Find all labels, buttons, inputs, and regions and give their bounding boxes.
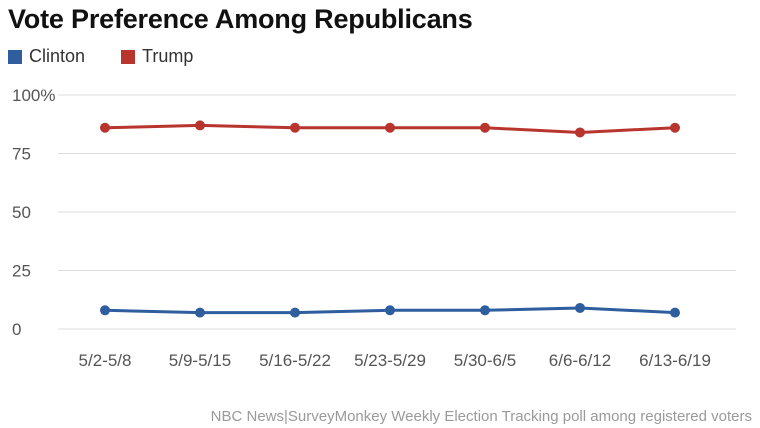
series-lines: [100, 120, 680, 318]
data-point-trump: [575, 127, 585, 138]
x-tick-label: 6/13-6/19: [639, 351, 711, 370]
data-point-clinton: [290, 307, 300, 318]
data-point-trump: [195, 120, 205, 131]
y-tick-label: 25: [12, 262, 31, 281]
legend-swatch-clinton: [8, 49, 22, 64]
data-point-trump: [670, 122, 680, 133]
legend-swatch-trump: [121, 49, 136, 64]
data-point-clinton: [575, 302, 585, 313]
data-point-clinton: [195, 307, 205, 318]
y-tick-label: 0: [12, 320, 21, 339]
x-tick-label: 5/23-5/29: [354, 351, 426, 370]
data-point-trump: [100, 122, 110, 133]
data-point-clinton: [480, 305, 490, 316]
x-axis-ticks: 5/2-5/8 5/9-5/15 5/16-5/22 5/23-5/29 5/30-6/…: [79, 351, 711, 370]
x-tick-label: 5/30-6/5: [454, 351, 516, 370]
x-tick-label: 5/9-5/15: [169, 351, 231, 370]
source-note: NBC News|SurveyMonkey Weekly Election Tr…: [210, 408, 752, 425]
x-tick-label: 6/6-6/12: [549, 351, 611, 370]
data-point-trump: [480, 122, 490, 133]
legend-item-clinton: Clinton: [8, 46, 85, 67]
data-point-clinton: [670, 307, 680, 318]
data-point-trump: [290, 122, 300, 133]
y-tick-label: 75: [12, 145, 31, 164]
x-tick-label: 5/2-5/8: [79, 351, 132, 370]
legend-label-clinton: Clinton: [29, 46, 86, 66]
y-axis-ticks: 0 25 50 75 100%: [12, 86, 55, 339]
data-point-clinton: [100, 305, 110, 316]
y-tick-label: 100%: [12, 86, 55, 105]
legend-item-trump: Trump: [121, 46, 193, 67]
legend-label-trump: Trump: [142, 46, 194, 66]
data-point-clinton: [385, 305, 395, 316]
gridlines: [58, 94, 736, 330]
legend: Clinton Trump: [8, 46, 229, 67]
y-tick-label: 50: [12, 203, 31, 222]
x-tick-label: 5/16-5/22: [259, 351, 331, 370]
chart-title: Vote Preference Among Republicans: [8, 4, 473, 34]
data-point-trump: [385, 122, 395, 133]
